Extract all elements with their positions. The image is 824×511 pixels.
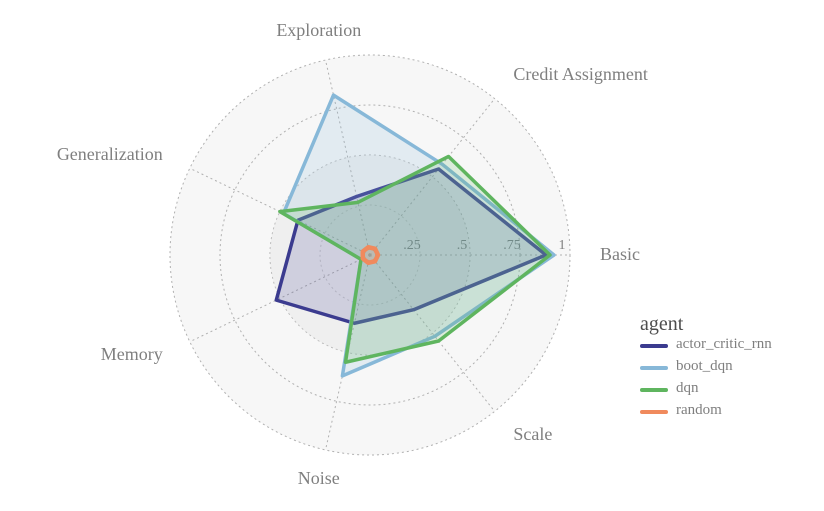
legend-swatch [640, 410, 668, 414]
legend-swatch [640, 344, 668, 348]
legend-swatch [640, 388, 668, 392]
radar-chart: Basic Credit Assignment Exploration General… [0, 0, 824, 511]
legend-title: agent [640, 313, 684, 335]
axis-label: Exploration [276, 20, 361, 40]
axis-label: Noise [298, 468, 340, 488]
legend-swatch [640, 366, 668, 370]
axis-label: Credit Assignment [513, 64, 648, 84]
axis-label: Basic [600, 244, 640, 264]
radial-tick-label: 1 [559, 238, 566, 253]
axis-label: Generalization [57, 144, 163, 164]
legend-item-label: dqn [676, 380, 699, 396]
legend-item-label: actor_critic_rnn [676, 336, 772, 352]
axis-label: Memory [101, 344, 163, 364]
legend-item-label: boot_dqn [676, 358, 733, 374]
axis-label: Scale [513, 424, 552, 444]
legend-item-label: random [676, 402, 722, 418]
